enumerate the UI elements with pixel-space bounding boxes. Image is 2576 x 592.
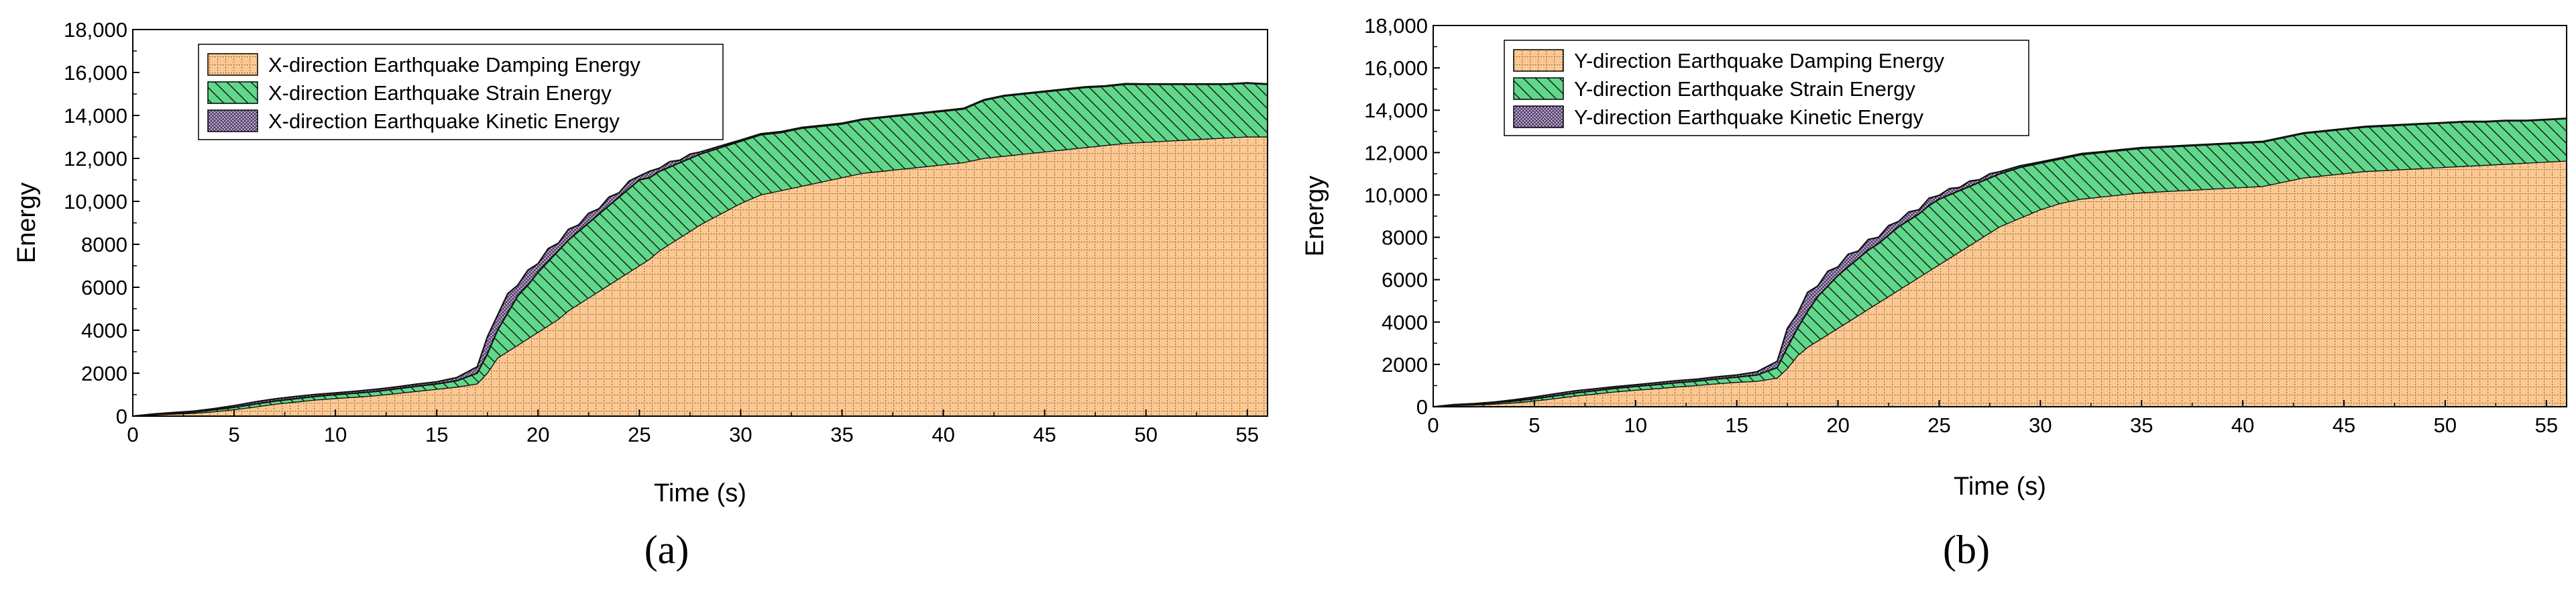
y-tick-label: 12,000	[64, 147, 127, 170]
x-tick-label: 35	[2130, 413, 2153, 437]
legend-label: X-direction Earthquake Kinetic Energy	[268, 109, 620, 133]
legend-label: Y-direction Earthquake Strain Energy	[1574, 77, 1915, 101]
x-tick-label: 5	[1528, 413, 1540, 437]
legend-label: X-direction Earthquake Damping Energy	[268, 53, 640, 77]
legend-swatch	[1513, 77, 1564, 100]
x-tick-label: 15	[1725, 413, 1748, 437]
x-tick-label: 30	[729, 423, 752, 446]
energy-chart-a: 0 2000 4000 6000 8000 10,000 12,000 14,000 16,00…	[13, 18, 1269, 572]
chart-panel-b: 0 2000 4000 6000 8000 10,000 12,000 14,000 16,00…	[1288, 0, 2576, 592]
x-tick-label: 40	[932, 423, 954, 446]
legend: X-direction Earthquake Damping Energy X-d…	[198, 44, 724, 140]
legend-swatch	[207, 109, 258, 132]
x-tick-label: 5	[228, 423, 239, 446]
x-tick-label: 50	[2434, 413, 2457, 437]
x-tick-label: 15	[425, 423, 448, 446]
x-tick-label: 45	[1033, 423, 1056, 446]
y-tick-label: 2000	[81, 362, 127, 385]
y-tick-label: 12,000	[1364, 141, 1428, 164]
y-tick-label: 14,000	[1364, 99, 1428, 122]
x-tick-label: 25	[1927, 413, 1950, 437]
y-tick-label: 0	[116, 405, 127, 428]
x-tick-label: 25	[628, 423, 651, 446]
energy-chart-b: 0 2000 4000 6000 8000 10,000 12,000 14,000 16,00…	[1301, 14, 2568, 572]
y-tick-label: 6000	[1382, 268, 1428, 292]
y-tick-label: 8000	[81, 233, 127, 256]
y-axis-label: Energy	[1301, 176, 1329, 256]
legend: Y-direction Earthquake Damping Energy Y-d…	[1504, 40, 2029, 136]
y-tick-label: 4000	[1382, 311, 1428, 334]
y-tick-label: 10,000	[64, 190, 127, 213]
x-tick-label: 40	[2231, 413, 2254, 437]
x-tick-label: 20	[1826, 413, 1849, 437]
x-tick-label: 0	[1427, 413, 1439, 437]
y-tick-label: 4000	[81, 319, 127, 342]
x-tick-label: 35	[830, 423, 853, 446]
y-tick-label: 14,000	[64, 104, 127, 128]
legend-label: Y-direction Earthquake Damping Energy	[1574, 49, 1945, 72]
x-tick-label: 10	[1624, 413, 1647, 437]
legend-label: Y-direction Earthquake Kinetic Energy	[1574, 105, 1923, 129]
x-tick-label: 0	[127, 423, 138, 446]
x-tick-label: 55	[2535, 413, 2558, 437]
x-axis-label: Time (s)	[654, 479, 746, 507]
legend-swatch	[207, 53, 258, 76]
x-tick-label: 55	[1236, 423, 1259, 446]
legend-swatch	[207, 81, 258, 104]
legend-swatch	[1513, 105, 1564, 128]
x-tick-label: 50	[1134, 423, 1157, 446]
y-tick-label: 8000	[1382, 226, 1428, 250]
y-tick-label: 2000	[1382, 353, 1428, 377]
x-tick-label: 30	[2029, 413, 2052, 437]
y-tick-label: 16,000	[64, 61, 127, 85]
y-tick-label: 10,000	[1364, 183, 1428, 207]
y-tick-label: 0	[1416, 395, 1428, 419]
chart-panel-a: 0 2000 4000 6000 8000 10,000 12,000 14,000 16,00…	[13, 18, 1269, 572]
y-tick-label: 16,000	[1364, 56, 1428, 80]
y-tick-label: 18,000	[64, 18, 127, 42]
y-tick-label: 6000	[81, 276, 127, 299]
legend-swatch	[1513, 49, 1564, 72]
x-tick-label: 20	[526, 423, 549, 446]
panel-label: (b)	[1943, 528, 1990, 572]
panel-label: (a)	[645, 528, 689, 572]
y-tick-label: 18,000	[1364, 14, 1428, 38]
x-tick-label: 45	[2333, 413, 2355, 437]
x-axis-label: Time (s)	[1954, 473, 2046, 501]
x-tick-label: 10	[324, 423, 347, 446]
y-axis-label: Energy	[13, 183, 41, 263]
legend-label: X-direction Earthquake Strain Energy	[268, 81, 612, 105]
